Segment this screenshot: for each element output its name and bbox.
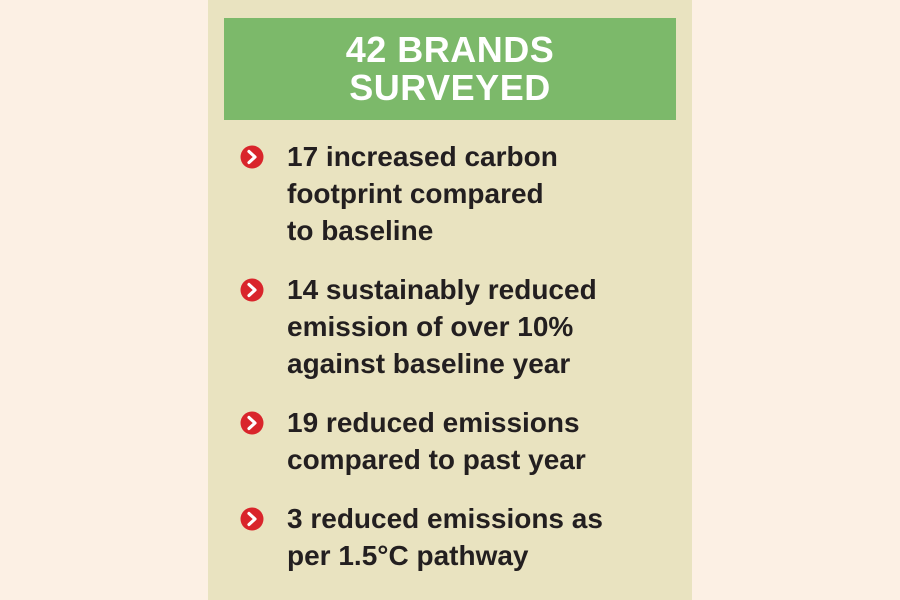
item-text: against baseline year	[287, 348, 571, 379]
list-item: 17 increased carbon footprint compared to …	[208, 138, 692, 249]
item-text: 3 reduced emissions as	[287, 503, 603, 534]
list-item: 14 sustainably reduced emission of over 1…	[208, 271, 692, 382]
item-text: footprint compared	[287, 178, 544, 209]
item-text: 19 reduced emissions	[287, 407, 580, 438]
item-text: emission of over 10%	[287, 311, 574, 342]
item-text: compared to past year	[287, 444, 586, 475]
item-text: to baseline	[287, 215, 434, 246]
bullet-icon	[240, 411, 264, 435]
list-item: 3 reduced emissions as per 1.5°C pathway	[208, 500, 692, 574]
item-text: per 1.5°C pathway	[287, 540, 529, 571]
header-title: SURVEYED	[349, 67, 551, 108]
bullet-icon	[240, 507, 264, 531]
item-text: 14 sustainably reduced	[287, 274, 597, 305]
list-item: 19 reduced emissions compared to past yea…	[208, 404, 692, 478]
info-panel: 42 BRANDS SURVEYED 17 increased carbon foo…	[208, 0, 692, 600]
header-box: 42 BRANDS SURVEYED	[224, 18, 676, 120]
header-title: 42 BRANDS	[345, 29, 555, 70]
bullet-icon	[240, 278, 264, 302]
item-text: 17 increased carbon	[287, 141, 558, 172]
item-list: 17 increased carbon footprint compared to …	[208, 138, 692, 596]
bullet-icon	[240, 145, 264, 169]
